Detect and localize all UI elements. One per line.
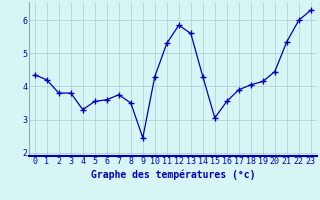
X-axis label: Graphe des températures (°c): Graphe des températures (°c): [91, 169, 255, 180]
